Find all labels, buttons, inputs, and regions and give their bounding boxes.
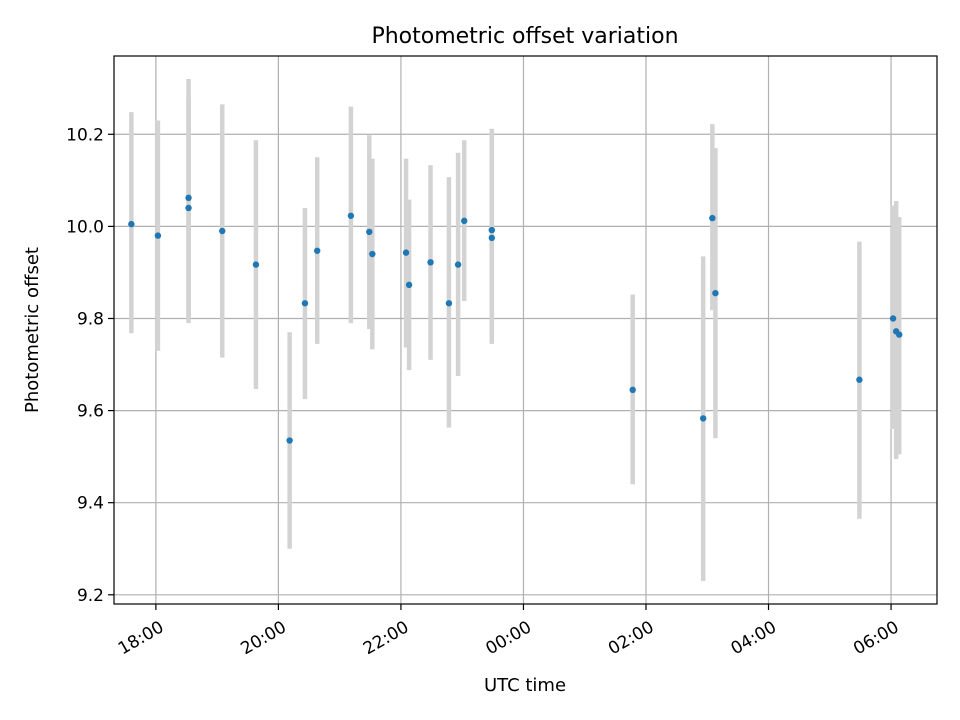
grid: [114, 56, 937, 604]
y-tick-label: 9.4: [77, 494, 104, 514]
data-point: [427, 259, 434, 266]
y-axis-ticks: 9.2 9.4 9.6 9.8 10.0 10.2: [66, 125, 114, 606]
y-axis-label: Photometric offset: [22, 247, 43, 413]
y-tick-label: 10.2: [66, 125, 104, 145]
y-tick-label: 9.6: [77, 402, 104, 422]
data-point: [488, 226, 496, 234]
data-point: [301, 300, 309, 307]
data-point: [286, 437, 293, 444]
data-point: [369, 250, 376, 258]
x-axis-label: UTC time: [484, 675, 566, 696]
data-point: [445, 300, 453, 307]
data-point: [461, 217, 468, 225]
data-point: [128, 220, 135, 228]
data-point: [252, 261, 260, 268]
data-point: [219, 227, 226, 235]
chart-title: Photometric offset variation: [371, 24, 678, 49]
data-point: [889, 315, 897, 322]
data-point: [488, 234, 496, 242]
data-point: [366, 228, 373, 236]
data-point: [347, 212, 355, 219]
data-point: [896, 331, 903, 338]
data-point: [709, 214, 716, 222]
data-point: [185, 194, 192, 202]
data-point: [712, 289, 719, 297]
data-point: [629, 386, 636, 394]
plot-frame: [113, 55, 938, 605]
data-point: [154, 232, 162, 239]
data-point: [313, 247, 321, 254]
data-points: [128, 194, 903, 444]
data-point: [856, 376, 863, 383]
data-point: [402, 249, 410, 256]
data-point: [454, 261, 462, 268]
y-tick-label: 9.2: [77, 586, 104, 606]
data-point: [185, 204, 192, 212]
data-point: [699, 415, 707, 422]
y-tick-label: 9.8: [77, 309, 104, 329]
y-tick-label: 10.0: [66, 217, 104, 237]
data-point: [405, 281, 413, 289]
